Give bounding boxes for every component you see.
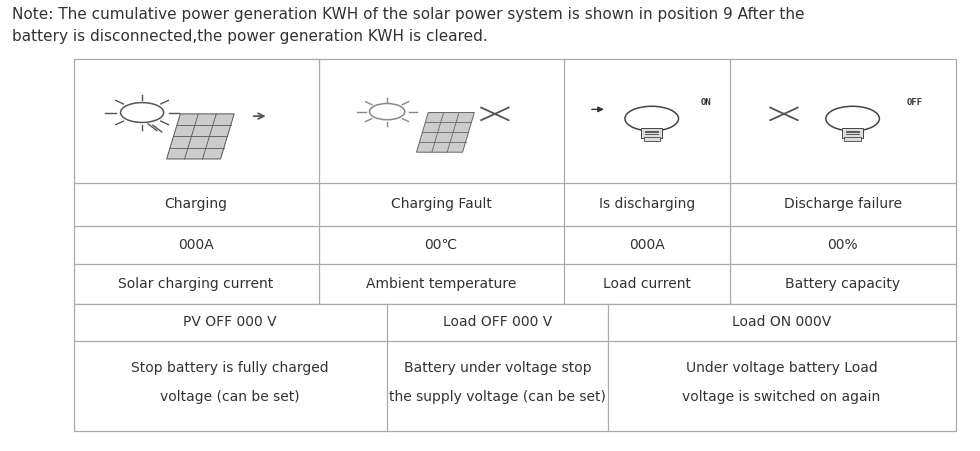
Text: Load current: Load current (603, 277, 691, 291)
Text: Charging: Charging (165, 197, 227, 211)
Bar (74, 59, 956, 304)
Text: voltage (can be set): voltage (can be set) (161, 390, 300, 404)
Text: the supply voltage (can be set): the supply voltage (can be set) (389, 390, 606, 404)
Text: battery is disconnected,the power generation KWH is cleared.: battery is disconnected,the power genera… (12, 29, 487, 44)
Text: Ambient temperature: Ambient temperature (366, 277, 516, 291)
Text: Under voltage battery Load: Under voltage battery Load (686, 361, 877, 376)
Polygon shape (416, 113, 474, 152)
Text: Battery under voltage stop: Battery under voltage stop (404, 361, 591, 376)
Text: OFF: OFF (906, 98, 922, 107)
Text: Note: The cumulative power generation KWH of the solar power system is shown in : Note: The cumulative power generation KW… (12, 7, 805, 22)
Text: Charging Fault: Charging Fault (391, 197, 491, 211)
Text: PV OFF 000 V: PV OFF 000 V (183, 315, 277, 330)
Text: Load OFF 000 V: Load OFF 000 V (443, 315, 552, 330)
Bar (642, 128, 662, 138)
Text: Battery capacity: Battery capacity (785, 277, 901, 291)
Bar (843, 128, 862, 138)
Text: 000A: 000A (629, 238, 664, 252)
Text: Load ON 000V: Load ON 000V (732, 315, 831, 330)
Bar (845, 138, 860, 141)
Polygon shape (167, 114, 234, 159)
Text: Stop battery is fully charged: Stop battery is fully charged (131, 361, 329, 376)
Bar (74, 304, 956, 431)
Text: 00℃: 00℃ (424, 238, 458, 252)
Text: voltage is switched on again: voltage is switched on again (682, 390, 881, 404)
Text: ON: ON (701, 98, 711, 107)
Text: 000A: 000A (178, 238, 214, 252)
Text: Discharge failure: Discharge failure (784, 197, 902, 211)
Text: Solar charging current: Solar charging current (119, 277, 273, 291)
Text: 00%: 00% (827, 238, 858, 252)
Bar (644, 138, 660, 141)
Text: Is discharging: Is discharging (599, 197, 695, 211)
